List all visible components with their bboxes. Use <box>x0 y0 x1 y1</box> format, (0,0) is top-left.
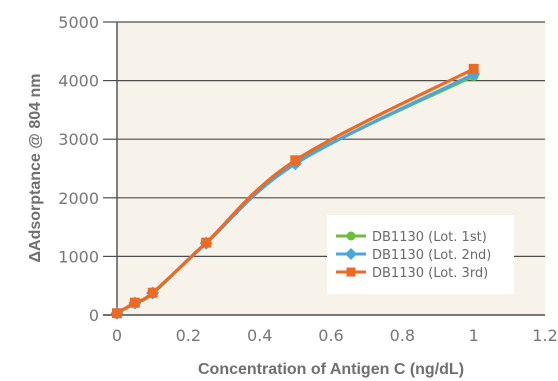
y-tick-label: 2000 <box>58 189 99 208</box>
x-tick-label: 1 <box>469 326 479 345</box>
x-tick-label: 0.6 <box>318 326 343 345</box>
y-tick-label: 3000 <box>58 130 99 149</box>
legend-swatch-marker <box>345 248 357 260</box>
legend-label: DB1130 (Lot. 1st) <box>372 230 487 245</box>
x-tick-label: 0.8 <box>390 326 415 345</box>
x-axis-title: Concentration of Antigen C (ng/dL) <box>198 361 464 378</box>
tick-labels: 0 1000 2000 3000 4000 5000 0 0.2 0.4 0.6 0.8 1 1.2 <box>58 13 557 345</box>
x-tick-label: 0 <box>112 326 122 345</box>
y-tick-label: 5000 <box>58 13 99 32</box>
x-tick-label: 0.4 <box>247 326 272 345</box>
data-point <box>129 297 140 308</box>
data-point <box>290 155 301 166</box>
x-tick-label: 0.2 <box>176 326 201 345</box>
axes <box>103 21 545 319</box>
legend-label: DB1130 (Lot. 2nd) <box>372 248 491 263</box>
data-point <box>147 287 158 298</box>
legend-swatch-marker <box>346 267 356 277</box>
data-point <box>201 237 212 248</box>
series-3 <box>112 63 479 319</box>
legend-label: DB1130 (Lot. 3rd) <box>372 266 488 281</box>
data-point <box>468 63 479 74</box>
data-point <box>112 308 122 319</box>
y-tick-label: 0 <box>89 306 99 325</box>
legend-swatch-marker <box>346 231 356 241</box>
series-layer <box>110 63 481 320</box>
y-tick-label: 1000 <box>58 247 99 266</box>
y-axis-title: ΔAdsorptance @ 804 nm <box>27 74 44 263</box>
y-tick-label: 4000 <box>58 72 99 91</box>
x-tick-label: 1.2 <box>532 326 557 345</box>
legend: DB1130 (Lot. 1st) DB1130 (Lot. 2nd) DB1130… <box>327 215 514 294</box>
